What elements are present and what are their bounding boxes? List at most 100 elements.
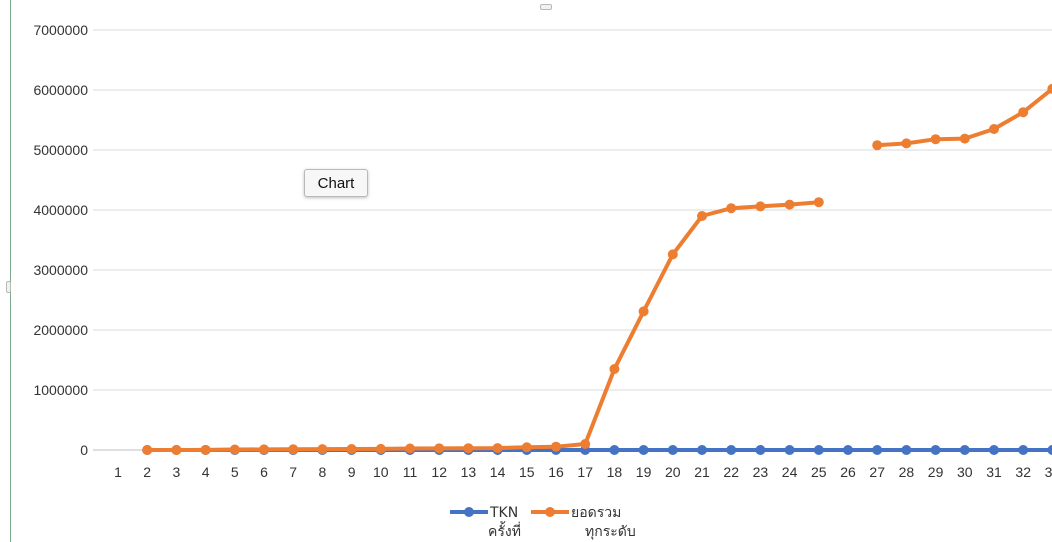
y-tick-label: 2000000	[33, 322, 88, 338]
resize-handle-top[interactable]	[540, 4, 552, 10]
y-tick-label: 4000000	[33, 202, 88, 218]
x-tick-label: 30	[957, 464, 973, 480]
series-line	[145, 200, 821, 452]
data-point[interactable]	[229, 444, 240, 455]
data-point[interactable]	[901, 444, 912, 455]
data-point[interactable]	[697, 444, 707, 455]
data-point[interactable]	[901, 138, 912, 149]
data-point[interactable]	[346, 444, 357, 455]
x-tick-label: 11	[403, 464, 418, 480]
y-tick-label: 0	[80, 442, 88, 458]
data-point[interactable]	[200, 444, 211, 455]
data-point[interactable]	[784, 199, 795, 210]
y-tick-label: 7000000	[33, 22, 88, 38]
resize-handle-left[interactable]	[6, 281, 11, 293]
x-tick-label: 25	[811, 464, 827, 480]
data-point[interactable]	[872, 444, 883, 455]
chart-frame-edge	[10, 0, 11, 542]
data-point[interactable]	[813, 444, 824, 455]
legend-label: ยอดรวม	[571, 505, 621, 521]
data-point[interactable]	[638, 306, 649, 317]
legend-label: ทุกระดับ	[585, 524, 636, 540]
series-1	[142, 83, 1052, 455]
data-point[interactable]	[930, 444, 941, 455]
data-point[interactable]	[667, 444, 678, 455]
chart-tooltip: Chart	[304, 169, 368, 197]
x-tick-label: 7	[289, 464, 297, 480]
x-tick-label: 10	[373, 464, 389, 480]
data-point[interactable]	[375, 443, 386, 454]
data-point[interactable]	[171, 444, 182, 455]
legend-label: ครั้งที่	[488, 521, 521, 540]
data-point[interactable]	[521, 442, 532, 453]
data-point[interactable]	[434, 443, 445, 454]
y-tick-label: 3000000	[33, 262, 88, 278]
data-point[interactable]	[551, 441, 561, 452]
y-tick-label: 6000000	[33, 82, 88, 98]
data-point[interactable]	[463, 443, 474, 454]
x-tick-label: 20	[665, 464, 681, 480]
data-point[interactable]	[755, 201, 766, 212]
data-point[interactable]	[843, 444, 853, 455]
data-point[interactable]	[989, 124, 999, 134]
grid-lines	[93, 29, 1052, 451]
data-point[interactable]	[580, 439, 591, 449]
x-tick-label: 19	[636, 464, 652, 480]
x-tick-label: 13	[461, 464, 477, 480]
x-tick-label: 15	[519, 464, 535, 480]
x-tick-label: 4	[202, 464, 210, 480]
x-tick-label: 5	[231, 464, 239, 480]
x-tick-label: 26	[840, 464, 856, 480]
x-tick-label: 17	[577, 464, 593, 480]
data-point[interactable]	[726, 203, 737, 214]
data-point[interactable]	[1047, 445, 1052, 455]
x-tick-label: 9	[348, 464, 356, 480]
data-point[interactable]	[1018, 107, 1029, 118]
data-point[interactable]	[697, 211, 707, 221]
x-tick-label: 29	[928, 464, 944, 480]
data-point[interactable]	[405, 443, 415, 454]
x-tick-label: 14	[490, 464, 506, 480]
data-point[interactable]	[288, 444, 299, 455]
x-tick-label: 32	[1015, 464, 1031, 480]
y-tick-label: 1000000	[33, 382, 88, 398]
data-point[interactable]	[492, 443, 503, 454]
x-tick-label: 27	[869, 464, 885, 480]
x-tick-label: 21	[694, 464, 710, 480]
data-point[interactable]	[989, 444, 999, 455]
data-point[interactable]	[1047, 83, 1052, 94]
data-point[interactable]	[317, 444, 328, 455]
data-point[interactable]	[784, 444, 795, 455]
data-point[interactable]	[813, 197, 824, 208]
data-point[interactable]	[609, 444, 620, 455]
x-tick-label: 23	[753, 464, 769, 480]
data-point[interactable]	[872, 140, 883, 151]
data-point[interactable]	[609, 364, 620, 374]
data-point[interactable]	[755, 444, 766, 455]
x-axis-tick-labels: 1 2 3 4 5 6 7 8 9 10 11 12 13 14 15 16 17 18 19 20 21 22 23 24 2…	[114, 464, 1052, 480]
x-tick-label: 22	[723, 464, 739, 480]
data-point[interactable]	[638, 444, 649, 455]
data-point[interactable]	[959, 444, 970, 455]
data-point[interactable]	[1018, 444, 1029, 455]
data-point[interactable]	[667, 249, 678, 260]
x-tick-label: 6	[260, 464, 268, 480]
data-point[interactable]	[930, 134, 941, 145]
data-point[interactable]	[959, 133, 970, 144]
x-tick-label: 18	[607, 464, 623, 480]
x-tick-label: 31	[986, 464, 1002, 480]
series-lines	[142, 83, 1052, 455]
data-point[interactable]	[259, 444, 269, 455]
x-tick-label: 8	[319, 464, 327, 480]
x-tick-label: 12	[431, 464, 447, 480]
x-tick-label: 24	[782, 464, 798, 480]
data-point[interactable]	[726, 444, 737, 455]
legend-marker	[545, 507, 555, 517]
y-axis-tick-labels: 0 1000000 2000000 3000000 4000000 5000000 6000…	[33, 22, 88, 458]
data-point[interactable]	[142, 445, 153, 455]
